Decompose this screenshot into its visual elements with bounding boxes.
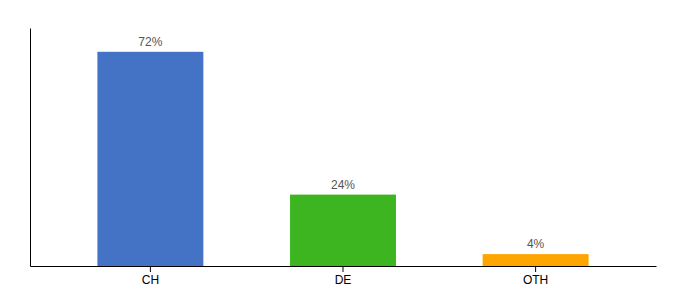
x-tick-mark xyxy=(535,266,536,272)
bar xyxy=(483,254,589,266)
bars xyxy=(97,52,588,266)
data-label: 24% xyxy=(331,178,355,192)
x-tick: CH xyxy=(142,266,159,287)
data-label: 4% xyxy=(527,237,545,251)
x-tick-mark xyxy=(150,266,151,272)
chart-container: CH DE OTH 72% 24% 4% xyxy=(0,0,680,300)
x-tick-label: OTH xyxy=(523,273,548,287)
plot-area: CH DE OTH 72% 24% 4% xyxy=(31,29,657,287)
x-tick-label: CH xyxy=(142,273,159,287)
x-tick: DE xyxy=(335,266,352,287)
y-axis xyxy=(30,29,31,267)
chart-svg: CH DE OTH 72% 24% 4% xyxy=(0,0,680,300)
x-axis: CH DE OTH xyxy=(31,266,657,287)
data-labels: 72% 24% 4% xyxy=(138,35,544,251)
x-tick-mark xyxy=(343,266,344,272)
y-axis-line xyxy=(30,29,31,267)
bar xyxy=(290,195,396,266)
x-tick: OTH xyxy=(523,266,548,287)
bar xyxy=(97,52,203,266)
data-label: 72% xyxy=(138,35,162,49)
x-tick-label: DE xyxy=(335,273,352,287)
